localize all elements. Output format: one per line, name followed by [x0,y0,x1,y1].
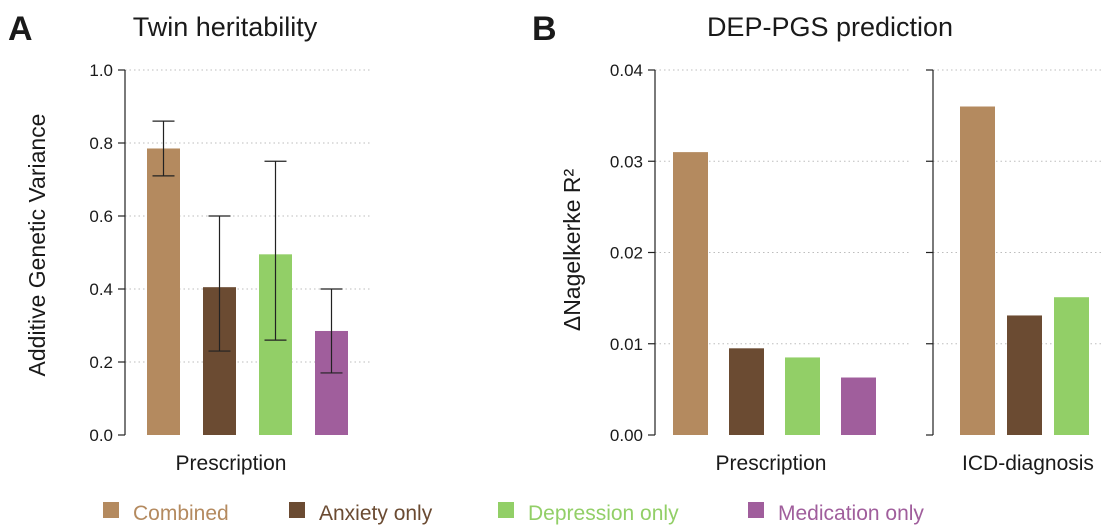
panel-a-plot: 0.0 0.2 0.4 0.6 0.8 1.0 [89,61,370,445]
legend-label-anxiety: Anxiety only [319,502,433,525]
panel-b-title: DEP-PGS prediction [707,12,953,42]
panel-b-bar-icd-diagnosis-anxiety-only [1007,315,1042,435]
panel-a-letter: A [8,10,33,48]
panel-a-errorbar-combined [152,120,175,177]
legend-label-depression: Depression only [528,502,679,525]
panel-b-plot: 0.00 0.01 0.02 0.03 0.04 [610,61,1103,445]
legend: Combined Anxiety only Depression only Me… [103,502,924,525]
panel-a-tick-label: 0.2 [89,353,113,372]
legend-label-medication: Medication only [778,502,924,525]
legend-swatch-medication [748,502,764,518]
panel-a-xlabel: Prescription [176,452,287,475]
legend-swatch-combined [103,502,119,518]
legend-swatch-depression [498,502,514,518]
panel-a-errorbar-depression-only [264,160,287,341]
panel-b-bar-icd-diagnosis-combined [960,106,995,435]
panel-b-tick-label: 0.01 [610,335,643,354]
panel-a-ylabel: Additive Genetic Variance [24,114,50,377]
panel-a-tick-label: 0.6 [89,207,113,226]
panel-a-errorbar-anxiety-only [208,215,231,352]
legend-label-combined: Combined [133,502,229,525]
panel-a-tick-label: 0.8 [89,134,113,153]
panel-b-bar-prescription-anxiety-only [729,348,764,435]
panel-b-bar-prescription-combined [673,152,708,435]
panel-a-errorbar-medication-only [320,288,343,374]
panel-b-group-1-label: Prescription [716,452,827,475]
panel-a-title: Twin heritability [133,12,318,42]
panel-b-tick-label: 0.02 [610,244,643,263]
panel-b-tick-label: 0.04 [610,61,643,80]
panel-a-tick-label: 1.0 [89,61,113,80]
panel-b-tick-label: 0.03 [610,152,643,171]
panel-b-tick-label: 0.00 [610,426,643,445]
panel-b-letter: B [532,10,557,48]
panel-b-bar-prescription-depression-only [785,357,820,435]
panel-a-tick-label: 0.0 [89,426,113,445]
panel-b-ylabel: ΔNagelkerke R² [559,168,585,331]
panel-a-bar-combined [147,148,180,435]
panel-b-bar-icd-diagnosis-depression-only [1054,297,1089,435]
panel-b-bar-prescription-medication-only [841,377,876,435]
legend-swatch-anxiety [289,502,305,518]
panel-b-group-2-label: ICD-diagnosis [962,452,1094,475]
panel-a-tick-label: 0.4 [89,280,113,299]
